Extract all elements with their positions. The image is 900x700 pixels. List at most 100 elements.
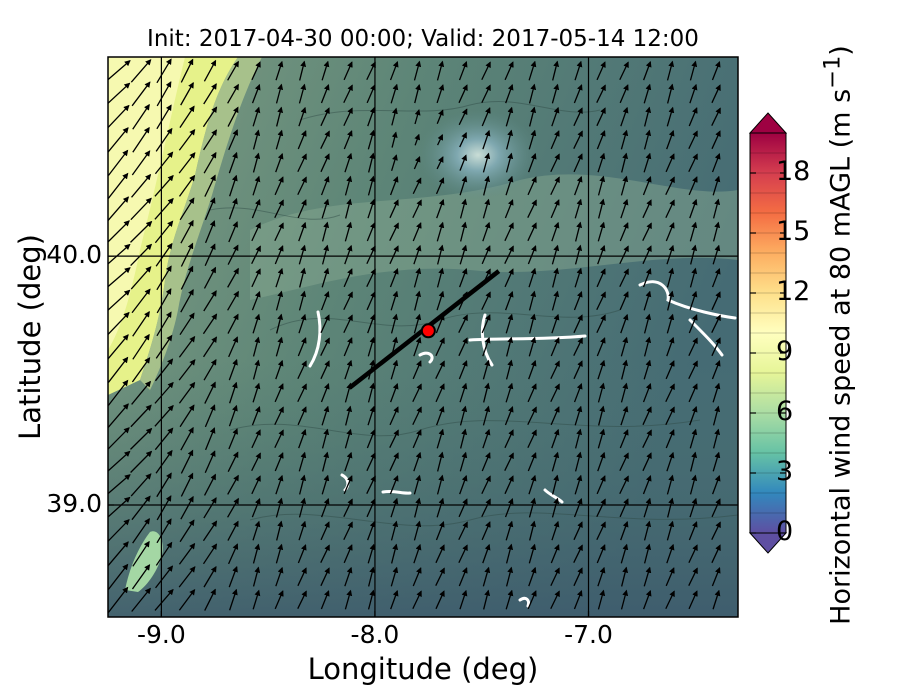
wind-vector [551, 290, 560, 311]
wind-vector [711, 107, 721, 127]
wind-vector [666, 267, 675, 288]
wind-vector [179, 312, 195, 336]
wind-vector [620, 405, 629, 426]
wind-vector [597, 428, 606, 449]
wind-vector [689, 198, 698, 219]
wind-vector [366, 452, 376, 472]
wind-vector [155, 242, 173, 267]
wind-vector [481, 245, 491, 265]
wind-vector [154, 197, 174, 220]
wind-vector [389, 406, 399, 426]
wind-vector [596, 314, 606, 334]
wind-vector [252, 313, 261, 334]
wind-vector [436, 497, 445, 518]
wind-vector [366, 268, 376, 288]
wind-vector [459, 382, 468, 403]
wind-vector [132, 310, 150, 337]
wind-vector [108, 82, 131, 105]
wind-vector [390, 382, 399, 403]
wind-vector [343, 61, 353, 81]
wind-vector [204, 427, 216, 451]
wind-vector [552, 474, 560, 495]
wind-vector [550, 337, 560, 357]
wind-vector [597, 451, 606, 472]
colorbar-label-close: ) [825, 45, 857, 56]
wind-vector [390, 290, 399, 311]
wind-vector [482, 359, 491, 380]
wind-vector [130, 243, 153, 266]
wind-vector [132, 103, 150, 130]
wind-vector [179, 197, 195, 221]
wind-vector [344, 244, 353, 265]
wind-vector [458, 544, 468, 564]
wind-vector [597, 382, 606, 403]
wind-vector [459, 474, 468, 495]
wind-vector [481, 475, 491, 495]
wind-vector [481, 61, 491, 81]
wind-vector [482, 405, 491, 426]
wind-vector [204, 220, 216, 244]
wind-vector [274, 222, 284, 242]
wind-vector [528, 129, 537, 150]
wind-vector [130, 59, 152, 83]
wind-vector [320, 337, 330, 357]
wind-vector [504, 475, 514, 495]
wind-vector [458, 498, 468, 518]
wind-vector [529, 520, 537, 541]
wind-vector [620, 543, 629, 564]
wind-vector [689, 83, 698, 104]
wind-vector [275, 359, 284, 380]
wind-vector [482, 336, 491, 357]
wind-vector [504, 290, 514, 311]
wind-vector [436, 84, 445, 104]
wind-vector [504, 406, 514, 426]
wind-vector [712, 198, 721, 219]
wind-vector [274, 199, 284, 219]
wind-vector [227, 60, 239, 81]
wind-vector [366, 520, 376, 541]
wind-vector [665, 590, 675, 610]
wind-vector [252, 589, 261, 610]
wind-vector [321, 428, 330, 449]
wind-vector [688, 521, 698, 541]
wind-vector [130, 197, 152, 221]
wind-vector [642, 199, 652, 219]
wind-vector [229, 381, 238, 404]
wind-vector [252, 129, 261, 150]
wind-vector [180, 58, 194, 83]
wind-vector [366, 222, 376, 242]
wind-vector [320, 360, 330, 380]
wind-vector [202, 336, 218, 358]
wind-vector [711, 498, 721, 518]
wind-vector [414, 83, 421, 104]
wind-vector [712, 382, 721, 403]
wind-vector [712, 405, 721, 426]
wind-vector [528, 566, 537, 587]
wind-vector [178, 152, 196, 174]
wind-vector [251, 61, 261, 81]
wind-vector [528, 359, 537, 380]
wind-vector [203, 151, 217, 174]
wind-vector [367, 198, 376, 219]
wind-vector [643, 359, 652, 380]
wind-vector [619, 498, 629, 518]
wind-vector [482, 221, 491, 242]
wind-vector [228, 129, 239, 151]
wind-vector [642, 589, 652, 610]
wind-vector [155, 541, 173, 566]
wind-vector [131, 357, 151, 383]
wind-vector [504, 429, 514, 449]
wind-vector [596, 107, 606, 127]
wind-vector [180, 495, 194, 520]
wind-vector [620, 106, 629, 127]
wind-vector [596, 291, 606, 311]
wind-vector [366, 61, 376, 81]
wind-vector [550, 383, 560, 403]
wind-vector [505, 313, 514, 334]
wind-vector [154, 151, 174, 175]
wind-vector [391, 107, 398, 126]
wind-vector [108, 127, 129, 153]
wind-vector [275, 267, 284, 288]
wind-vector [573, 360, 583, 380]
